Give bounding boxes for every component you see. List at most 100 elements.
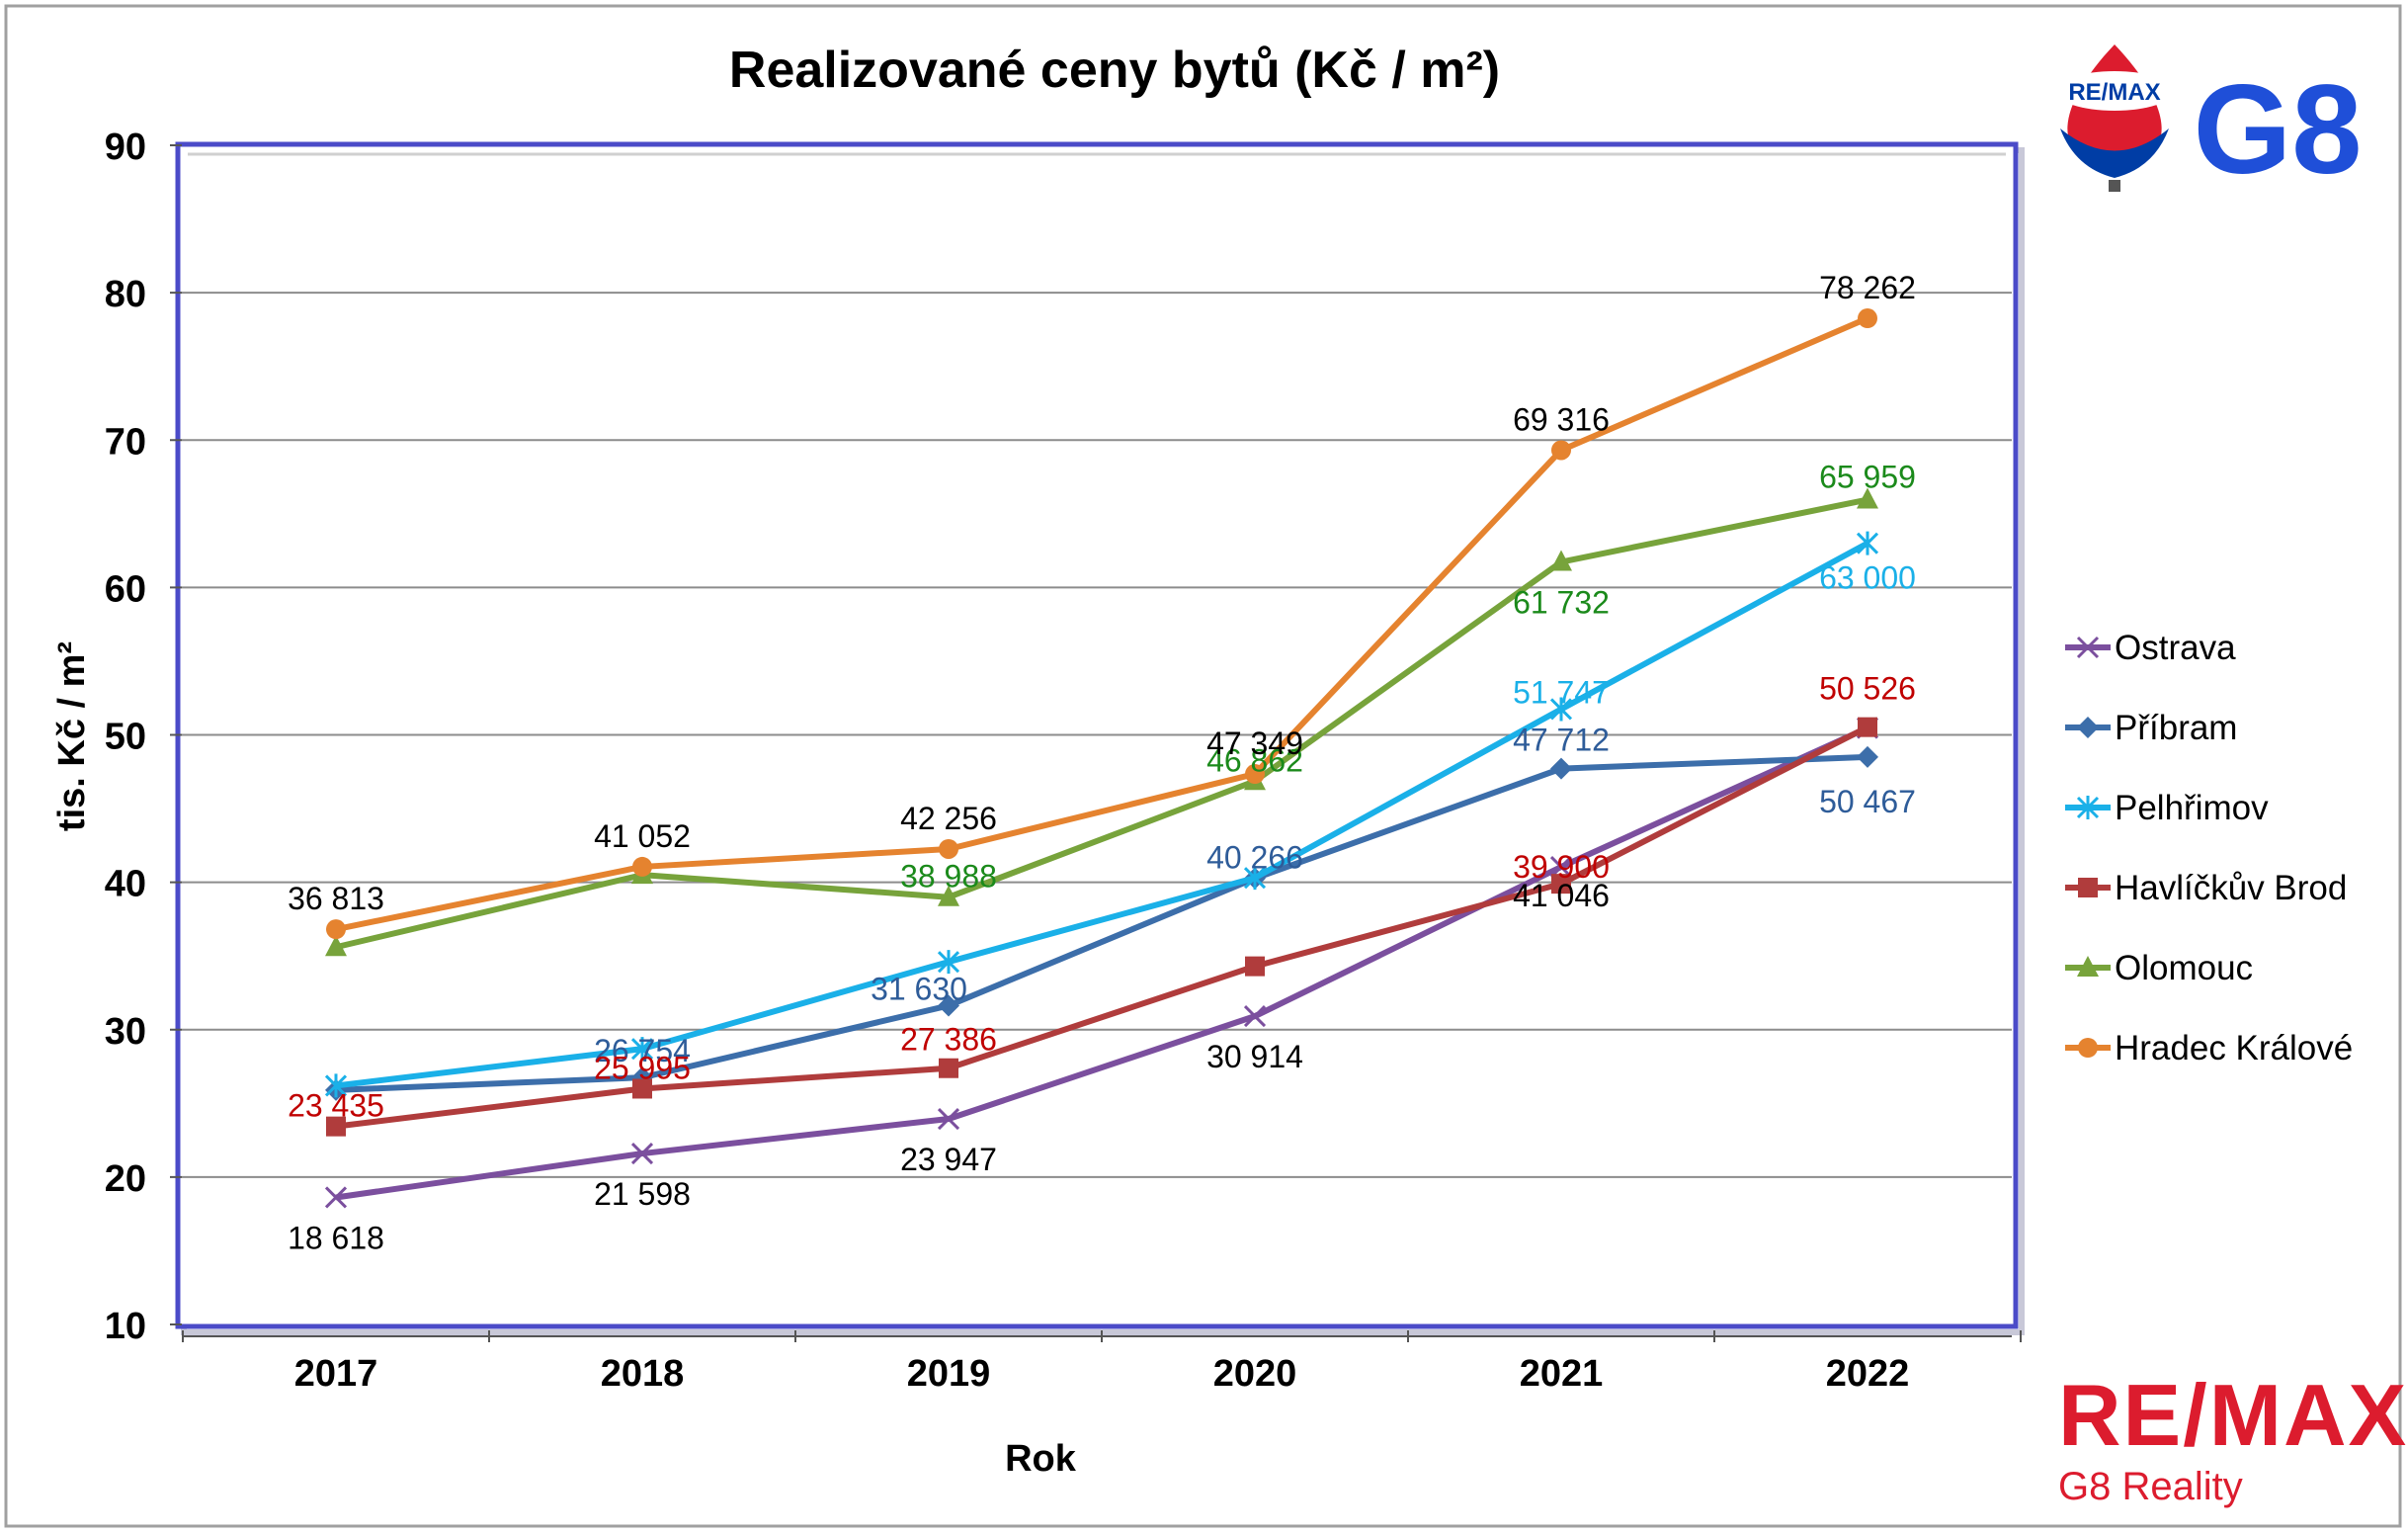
- x-tick-label: 2017: [294, 1353, 378, 1395]
- balloon-bottom-icon: [2060, 128, 2169, 178]
- y-tick-label: 30: [105, 1011, 146, 1053]
- legend-marker: [2078, 1038, 2098, 1058]
- x-axis: [182, 1330, 2022, 1342]
- legend-marker: [2077, 956, 2099, 977]
- series-line: [335, 724, 1869, 1201]
- data-label: 69 316: [1513, 401, 1610, 437]
- data-point: [1549, 697, 1573, 722]
- data-point: [326, 919, 346, 940]
- data-point: [1858, 717, 1877, 737]
- data-label: 78 262: [1819, 270, 1916, 305]
- data-point: [632, 1078, 652, 1099]
- y-tick-label: 20: [105, 1158, 146, 1200]
- y-axis-title: tis. Kč / m²: [51, 641, 93, 831]
- data-label: 25 995: [594, 1050, 691, 1085]
- legend-marker: [2077, 717, 2099, 738]
- data-label: 27 386: [900, 1022, 997, 1058]
- data-label: 39 900: [1513, 849, 1610, 885]
- legend-marker: [2076, 796, 2100, 819]
- data-label: 65 959: [1819, 460, 1916, 495]
- series-5: [326, 308, 1877, 940]
- data-point: [1550, 550, 1572, 571]
- data-label: 21 598: [594, 1176, 691, 1212]
- data-point: [632, 856, 652, 877]
- data-label: 23 947: [900, 1142, 997, 1177]
- x-tick-label: 2020: [1213, 1353, 1297, 1395]
- data-label: 50 467: [1819, 784, 1916, 819]
- data-point: [1551, 440, 1571, 461]
- y-tick-label: 80: [105, 274, 146, 315]
- balloon-band-icon: [2055, 71, 2174, 111]
- data-point: [938, 994, 959, 1017]
- data-label: 26 754: [594, 1033, 691, 1068]
- y-tick-label: 50: [105, 717, 146, 758]
- data-point: [1245, 764, 1265, 785]
- grid-lines: [170, 144, 2012, 1325]
- data-point: [938, 885, 959, 906]
- data-label: 40 266: [1206, 840, 1303, 876]
- series-line: [335, 540, 1869, 1089]
- data-label: 51 747: [1513, 674, 1610, 710]
- y-axis-tick-labels: 90 80 70 60 50 40 30 20 10: [105, 127, 146, 1347]
- remax-wordmark: RE/MAX: [2058, 1366, 2408, 1464]
- series-line: [335, 724, 1869, 1130]
- data-label: 41 052: [594, 818, 691, 854]
- x-tick-label: 2021: [1520, 1353, 1604, 1395]
- legend-marker: [2076, 636, 2100, 659]
- data-point: [324, 1073, 348, 1098]
- chart-title: Realizované ceny bytů (Kč / m²): [729, 42, 1500, 99]
- data-label: 47 349: [1206, 725, 1303, 761]
- data-point: [326, 1116, 346, 1137]
- legend-marker: [2078, 878, 2098, 897]
- balloon-text: RE/MAX: [2068, 79, 2160, 106]
- data-point: [1549, 855, 1573, 879]
- data-label: 41 046: [1513, 878, 1610, 913]
- data-point: [939, 838, 958, 859]
- legend-label: Olomouc: [2115, 949, 2253, 987]
- series-2: [324, 531, 1879, 1098]
- series-line: [335, 315, 1869, 933]
- data-point: [1245, 956, 1265, 977]
- g8-logo-text: G8: [2194, 59, 2363, 201]
- data-label: 46 862: [1206, 742, 1303, 778]
- legend-label: Příbram: [2115, 709, 2237, 747]
- legend-item: Hradec Králové: [2065, 1029, 2353, 1067]
- data-point: [1243, 1005, 1267, 1028]
- series-4: [325, 487, 1878, 957]
- balloon-basket-icon: [2109, 180, 2120, 192]
- data-labels-layer: 18 618 21 598 23 947 30 914 41 046 26 754 31 6…: [288, 270, 1916, 1255]
- y-tick-label: 90: [105, 127, 146, 168]
- remax-wordmark-subtitle: G8 Reality: [2058, 1465, 2243, 1508]
- data-point: [1856, 531, 1879, 555]
- legend-label: Havlíčkův Brod: [2115, 869, 2347, 907]
- data-label: 23 435: [288, 1088, 384, 1124]
- series-layer: [324, 308, 1879, 1209]
- data-label: 38 988: [900, 859, 997, 895]
- legend-item: Příbram: [2065, 709, 2237, 747]
- data-point: [1243, 866, 1267, 891]
- data-point: [630, 1037, 654, 1062]
- y-tick-label: 60: [105, 568, 146, 610]
- data-point: [939, 1058, 958, 1078]
- data-label: 18 618: [288, 1220, 384, 1255]
- legend-item: Ostrava: [2065, 629, 2236, 667]
- data-point: [325, 935, 347, 957]
- data-point: [1550, 757, 1572, 780]
- data-label: 63 000: [1819, 560, 1916, 596]
- y-tick-label: 10: [105, 1306, 146, 1347]
- legend-label: Hradec Králové: [2115, 1029, 2353, 1067]
- x-axis-title: Rok: [1005, 1438, 1077, 1480]
- x-axis-tick-labels: 2017 2018 2019 2020 2021 2022: [294, 1353, 1910, 1395]
- data-label: 61 732: [1513, 585, 1610, 621]
- legend-label: Ostrava: [2115, 629, 2236, 667]
- x-tick-label: 2022: [1826, 1353, 1910, 1395]
- x-tick-label: 2019: [907, 1353, 991, 1395]
- data-label: 31 630: [871, 971, 967, 1006]
- data-point: [1551, 874, 1571, 895]
- legend: Ostrava Příbram Pelhřimov Havlíčkův Brod Olo…: [2065, 629, 2353, 1067]
- series-line: [335, 496, 1868, 951]
- series-3: [326, 717, 1877, 1137]
- data-point: [630, 1142, 654, 1165]
- legend-item: Pelhřimov: [2065, 789, 2269, 827]
